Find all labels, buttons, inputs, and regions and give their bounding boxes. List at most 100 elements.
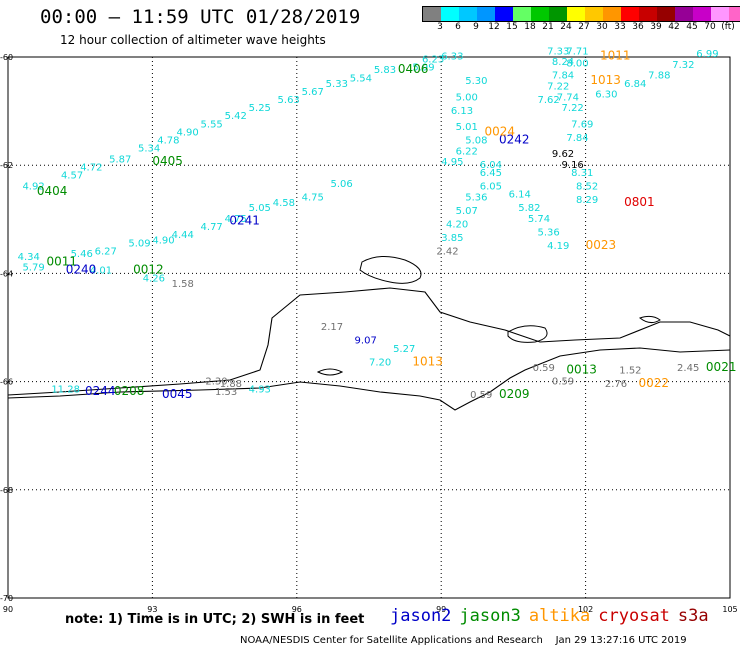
legend-swatch [549,7,567,21]
wave-height-value: 4.95 [441,157,463,168]
wave-height-value: 6.84 [624,79,646,90]
pass-time-label: 0406 [398,62,429,76]
footnote: note: 1) Time is in UTC; 2) SWH is in fe… [65,612,365,627]
legend-tick-label: 42 [668,22,680,32]
legend-tick-label: 33 [614,22,626,32]
wave-height-value: 6.04 [480,160,502,171]
legend-tick-label: 9 [473,22,479,32]
legend-tick-label: 45 [686,22,698,32]
wave-height-value: 5.82 [518,203,540,214]
wave-height-value: 5.01 [456,122,478,133]
island-outline [507,325,548,343]
wave-height-value: 6.13 [451,106,473,117]
wave-height-value: 0.59 [470,390,492,401]
y-tick-label: -60 [0,53,13,62]
legend-swatch [657,7,675,21]
wave-height-value: 3.85 [441,233,463,244]
pass-time-label: 0013 [566,362,597,376]
pass-time-label: 0045 [162,387,193,401]
wave-height-value: 4.57 [61,171,83,182]
y-tick-label: -68 [0,486,13,495]
legend-tick-label: 6 [455,22,461,32]
legend-tick-label: 3 [437,22,443,32]
legend-tick-label: 21 [542,22,554,32]
wave-height-value: 6.22 [456,146,478,157]
legend-tick-label: 15 [506,22,518,32]
legend-swatch [621,7,639,21]
island-outline [638,315,661,324]
y-tick-label: -66 [0,378,13,387]
y-tick-label: -62 [0,161,13,170]
satellite-legend: jason2 jason3 altika cryosat s3a [390,606,717,626]
x-tick-label: 102 [578,605,593,614]
pass-time-label: 0405 [152,154,183,168]
wave-height-value: 6.33 [441,52,463,63]
legend-swatch [585,7,603,21]
wave-height-value: 4.75 [225,214,247,225]
legend-swatch [495,7,513,21]
wave-height-value: 1.52 [619,365,641,376]
wave-height-value: 5.99 [412,63,434,74]
legend-tick-label: 36 [632,22,644,32]
wave-height-value: 9.16 [562,160,584,171]
legend-swatch [693,7,711,21]
pass-time-label: 1013 [412,354,443,368]
wave-height-value: 6.30 [595,90,617,101]
wave-height-value: 4.26 [143,274,165,285]
wave-height-value: 7.20 [369,357,391,368]
wave-height-value: 5.00 [456,92,478,103]
pass-time-label: 0242 [499,133,530,147]
wave-height-value: 9.07 [355,336,377,347]
wave-height-value: 5.42 [225,111,247,122]
wave-height-value: 6.14 [509,190,531,201]
wave-height-value: 7.84 [552,71,574,82]
wave-height-value: 5.63 [278,95,300,106]
wave-height-value: 4.78 [157,136,179,147]
wave-height-value: 0.59 [533,363,555,374]
wave-height-value: 7.71 [566,46,588,57]
pass-time-label: 0012 [133,262,164,276]
coastline [7,287,731,396]
wave-height-value: 11.28 [51,384,80,395]
y-tick-label: -64 [0,269,13,278]
x-tick-label: 96 [292,605,302,614]
satellite-label-cryosat: cryosat [598,606,670,626]
wave-height-value: 8.52 [576,182,598,193]
wave-height-value: 6.27 [95,246,117,257]
wave-height-value: 5.25 [249,103,271,114]
wave-height-value: 1.53 [215,387,237,398]
island-outline [316,368,344,376]
legend-swatch [729,7,740,21]
legend-tick-label: 24 [560,22,572,32]
legend-tick-label: 12 [488,22,500,32]
pass-time-label: 0240 [66,262,97,276]
wave-height-value: 8.24 [552,57,574,68]
pass-time-label: 1011 [600,49,631,63]
page-title: 00:00 – 11:59 UTC 01/28/2019 [40,6,361,28]
wave-height-value: 5.09 [128,238,150,249]
wave-height-value: 5.36 [465,192,487,203]
wave-height-value: 5.67 [302,87,324,98]
wave-height-value: 8.00 [566,59,588,70]
wave-height-value: 7.22 [562,103,584,114]
wave-height-value: 5.74 [528,214,550,225]
x-tick-label: 93 [147,605,157,614]
wave-height-value: 5.87 [109,154,131,165]
wave-height-value: 5.30 [465,76,487,87]
pass-time-label: 0024 [485,124,516,138]
color-legend-bar [422,6,740,22]
wave-height-value: 4.90 [152,236,174,247]
wave-height-value: 7.84 [566,133,588,144]
wave-height-value: 5.79 [22,263,44,274]
y-tick-label: -70 [0,594,13,603]
wave-height-value: 4.34 [18,252,40,263]
wave-height-value: 6.05 [480,182,502,193]
wave-height-value: 7.22 [547,81,569,92]
wave-height-value: 7.32 [672,60,694,71]
legend-swatch [711,7,729,21]
wave-height-value: 7.33 [547,46,569,57]
legend-tick-label: 70 [704,22,716,32]
wave-height-value: 5.36 [537,228,559,239]
wave-height-value: 7.74 [557,92,579,103]
pass-time-label: 0021 [706,360,737,374]
